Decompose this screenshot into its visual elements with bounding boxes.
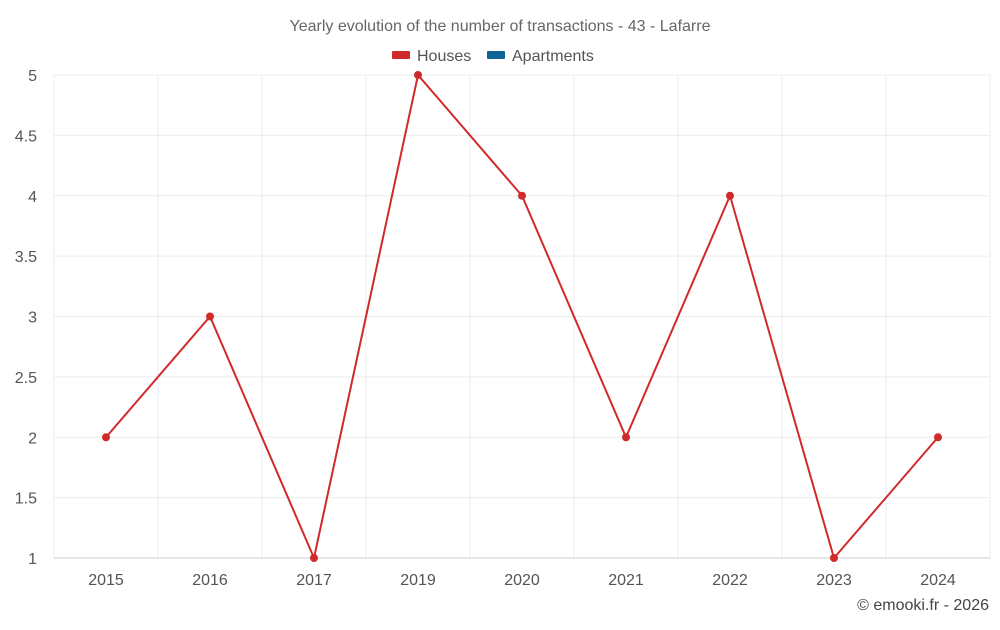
x-tick-label: 2024 — [920, 572, 956, 589]
x-tick-label: 2015 — [88, 572, 124, 589]
y-tick-label: 2 — [28, 430, 37, 447]
data-point[interactable] — [206, 312, 214, 321]
legend-item-apartments[interactable]: Apartments — [487, 48, 594, 65]
chart-title: Yearly evolution of the number of transa… — [290, 18, 711, 35]
y-tick-label: 1 — [28, 551, 37, 568]
x-tick-label: 2022 — [712, 572, 748, 589]
y-tick-label: 3 — [28, 310, 37, 327]
data-point[interactable] — [622, 433, 630, 442]
data-point[interactable] — [518, 191, 526, 200]
x-axis: 2015 2016 2017 2019 2020 2021 2022 2023 2024 — [54, 557, 990, 589]
legend-swatch-apartments — [487, 51, 505, 59]
x-tick-label: 2021 — [608, 572, 644, 589]
x-tick-label: 2017 — [296, 572, 332, 589]
x-tick-label: 2023 — [816, 572, 852, 589]
grid — [53, 74, 991, 558]
legend-item-houses[interactable]: Houses — [392, 48, 471, 65]
data-point[interactable] — [102, 433, 110, 442]
data-point[interactable] — [830, 554, 838, 562]
credit-text: © emooki.fr - 2026 — [857, 597, 989, 614]
x-tick-label: 2020 — [504, 572, 540, 589]
y-tick-label: 4 — [28, 189, 37, 206]
y-tick-label: 1.5 — [15, 491, 37, 508]
legend-label-houses: Houses — [417, 48, 471, 65]
y-axis: 1 1.5 2 2.5 3 3.5 4 4.5 5 — [15, 68, 37, 568]
legend-label-apartments: Apartments — [512, 48, 594, 65]
series-houses — [102, 71, 942, 562]
y-tick-label: 3.5 — [15, 249, 37, 266]
data-point[interactable] — [310, 554, 318, 562]
data-point[interactable] — [934, 433, 942, 442]
legend-swatch-houses — [392, 51, 410, 59]
legend: Houses Apartments — [392, 48, 594, 65]
y-tick-label: 2.5 — [15, 370, 37, 387]
x-tick-label: 2019 — [400, 572, 436, 589]
y-tick-label: 4.5 — [15, 128, 37, 145]
y-tick-label: 5 — [28, 68, 37, 85]
data-point[interactable] — [726, 191, 734, 200]
data-point[interactable] — [414, 71, 422, 79]
x-tick-label: 2016 — [192, 572, 228, 589]
